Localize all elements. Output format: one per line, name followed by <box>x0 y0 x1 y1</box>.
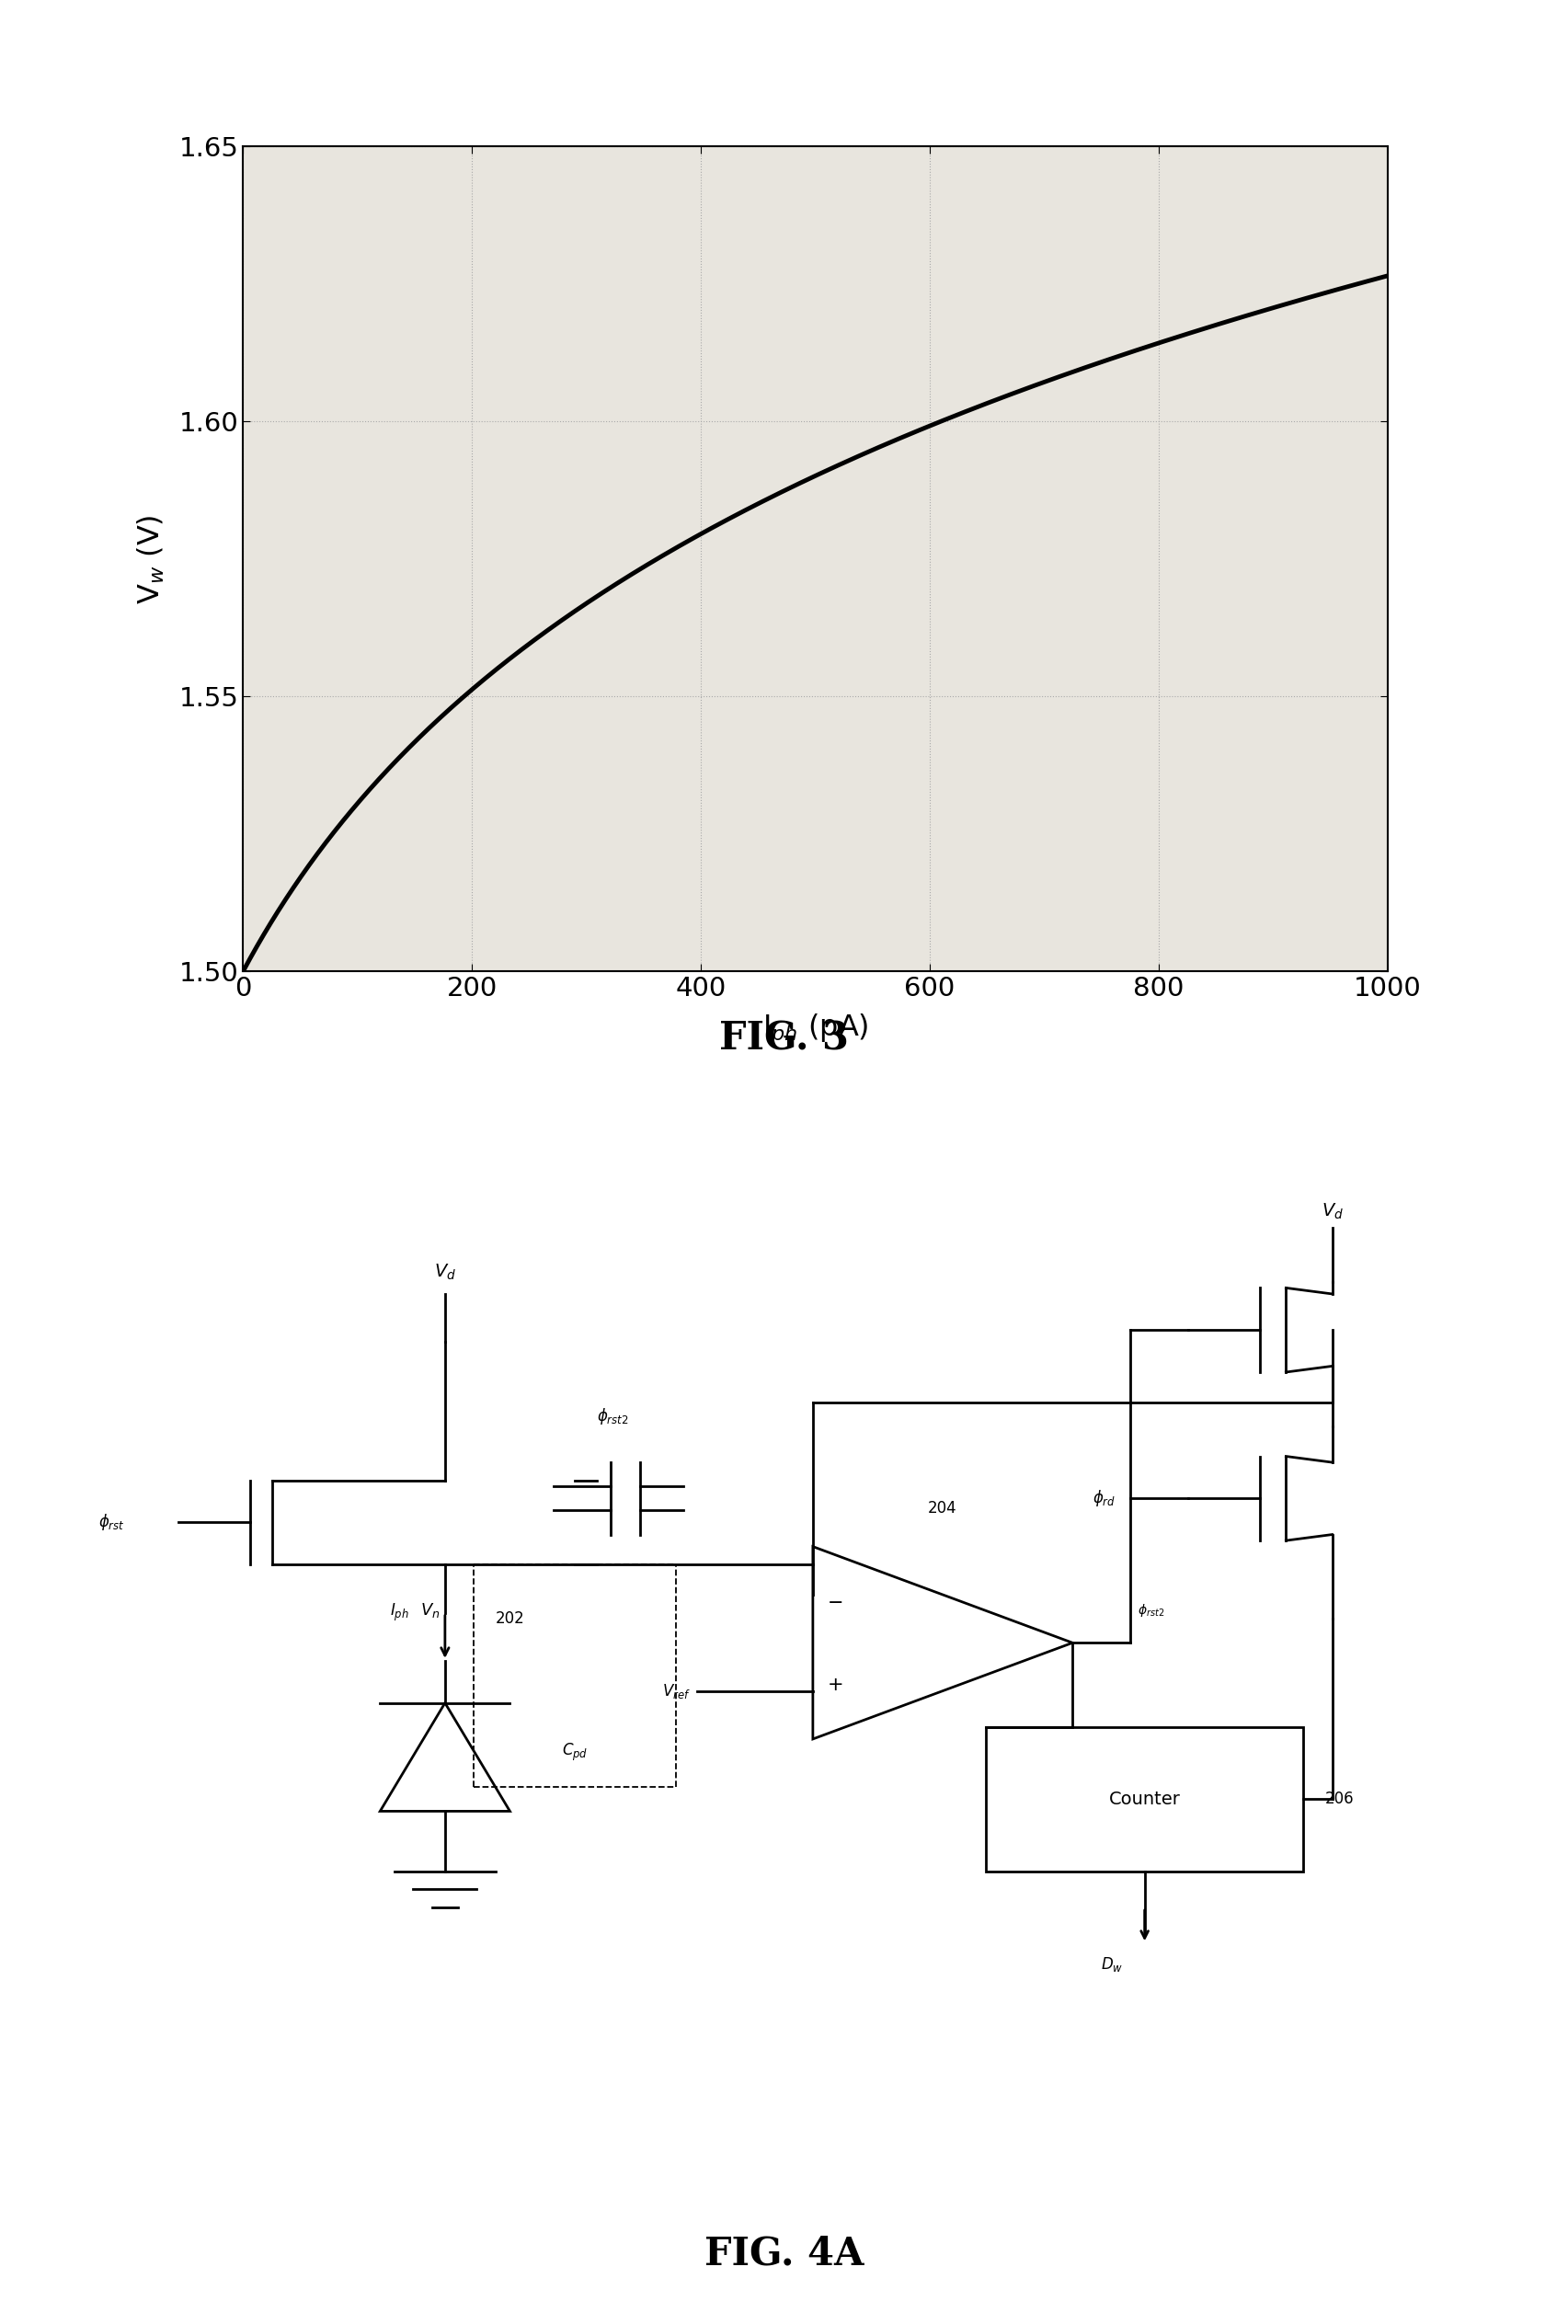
Text: 202: 202 <box>495 1611 525 1627</box>
Text: FIG. 3: FIG. 3 <box>720 1020 848 1057</box>
Text: $+$: $+$ <box>826 1676 842 1694</box>
Text: Counter: Counter <box>1109 1789 1181 1808</box>
Text: $V_d$: $V_d$ <box>434 1262 456 1283</box>
Text: $C_{pd}$: $C_{pd}$ <box>561 1741 588 1764</box>
Y-axis label: V$_w$ (V): V$_w$ (V) <box>135 514 166 604</box>
Text: $D_w$: $D_w$ <box>1101 1954 1123 1973</box>
Text: $-$: $-$ <box>826 1592 842 1611</box>
Text: $\phi_{rst2}$: $\phi_{rst2}$ <box>1137 1601 1165 1620</box>
Text: FIG. 4A: FIG. 4A <box>704 2233 864 2273</box>
Text: $V_n$: $V_n$ <box>420 1601 441 1620</box>
Text: 206: 206 <box>1325 1792 1355 1808</box>
Text: $V_d$: $V_d$ <box>1322 1202 1344 1222</box>
Text: 204: 204 <box>928 1499 956 1518</box>
Text: $\phi_{rd}$: $\phi_{rd}$ <box>1093 1487 1116 1508</box>
X-axis label: I$_{ph}$ (pA): I$_{ph}$ (pA) <box>762 1011 869 1046</box>
Text: $V_{ref}$: $V_{ref}$ <box>662 1683 690 1701</box>
Text: $\phi_{rst}$: $\phi_{rst}$ <box>99 1513 125 1532</box>
Text: $I_{ph}$: $I_{ph}$ <box>390 1601 409 1624</box>
Bar <box>986 1727 1303 1871</box>
Text: $\phi_{rst2}$: $\phi_{rst2}$ <box>596 1406 629 1427</box>
